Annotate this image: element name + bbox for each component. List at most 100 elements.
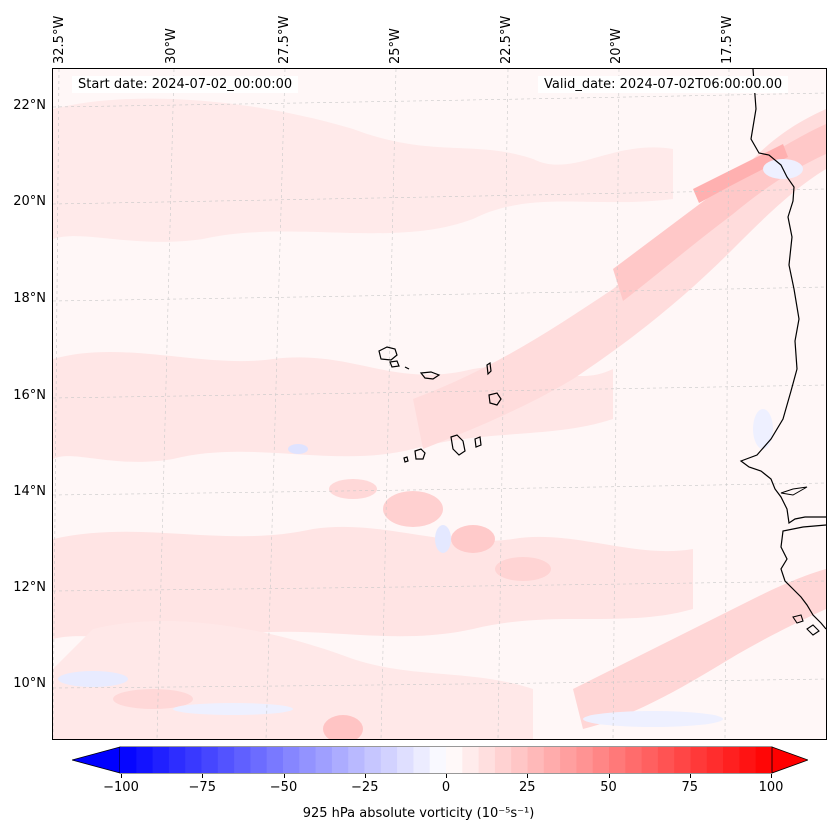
colorbar-step [723,747,740,773]
colorbar-step [560,747,577,773]
colorbar-tick-label: 100 [758,780,784,795]
colorbar-tickmark [608,774,610,778]
colorbar-step [625,747,643,773]
colorbar-step [511,747,528,773]
colorbar-step [739,747,757,773]
vorticity-band-light [53,620,533,739]
lat-label-14n: 14°N [13,484,46,499]
negative-vorticity-patch [435,525,451,553]
colorbar-step [201,747,219,773]
vorticity-blob [329,479,377,499]
colorbar-step [168,747,186,773]
colorbar-step [592,747,610,773]
colorbar-tick-label: −100 [103,780,139,795]
lon-label-17-5w: 17.5°W [720,15,735,64]
colorbar-step [413,747,431,773]
valid-date-label: Valid_date: 2024-07-02T06:00:00.00 [538,76,789,93]
colorbar-step [494,747,512,773]
colorbar-step [185,747,202,773]
colorbar-tickmark [202,774,204,778]
island-santiago [450,434,466,456]
colorbar-step [234,747,251,773]
colorbar-tick-label: −75 [188,780,216,795]
colorbar-tickmark [283,774,285,778]
vorticity-band-light [53,98,673,242]
map-panel[interactable] [52,68,827,740]
negative-vorticity-patch [173,703,293,715]
lon-label-25w: 25°W [388,28,403,64]
island-sao-vicente [389,360,400,368]
colorbar-tickmark [771,774,772,778]
negative-vorticity-patch [288,444,308,454]
start-date-label: Start date: 2024-07-02_00:00:00 [72,76,299,93]
island-brava [403,456,409,463]
colorbar-step [462,747,480,773]
island-maio [474,436,482,448]
lat-label-20n: 20°N [13,194,46,209]
colorbar-step [364,747,382,773]
negative-vorticity-patch [583,711,723,727]
island-boa-vista [488,392,502,406]
colorbar-gradient [70,746,810,774]
vorticity-field [53,69,826,739]
negative-vorticity-patch [753,409,773,449]
island-fogo [414,448,426,460]
colorbar-step [397,747,414,773]
africa-coastline-south [780,524,826,630]
colorbar [70,746,810,774]
colorbar-tickmark [446,774,447,778]
colorbar-step [446,747,463,773]
vorticity-blob [495,557,551,581]
graticule [53,69,826,739]
colorbar-step [380,747,398,773]
colorbar-step [543,747,561,773]
vorticity-blob [113,689,193,709]
colorbar-step [266,747,284,773]
colorbar-tick-label: 25 [518,780,536,795]
colorbar-step [217,747,235,773]
colorbar-step [348,747,365,773]
lon-label-22-5w: 22.5°W [499,15,514,64]
colorbar-step [315,747,333,773]
gambia-border [780,486,808,496]
lat-label-18n: 18°N [13,291,46,306]
colorbar-step [657,747,675,773]
vorticity-band-light [53,526,693,642]
colorbar-tick-label: −50 [269,780,298,795]
colorbar-step [674,747,691,773]
africa-coastline [739,69,826,525]
colorbar-step [609,747,626,773]
colorbar-step [120,747,137,773]
colorbar-tickmark [689,774,691,778]
colorbar-tickmark [364,774,366,778]
colorbar-step [690,747,708,773]
colorbar-tickmark [121,774,122,778]
island-santa-luzia [404,366,410,370]
colorbar-step [755,747,773,773]
island-santo-antao [378,346,398,361]
colorbar-tick-label: 75 [681,780,699,795]
colorbar-step [478,747,496,773]
vorticity-blob [323,715,363,739]
colorbar-step [706,747,724,773]
colorbar-tickmark [527,774,529,778]
colorbar-step [299,747,317,773]
colorbar-tick-label: 0 [441,780,451,795]
lon-label-20w: 20°W [609,28,624,64]
colorbar-tick-label: −25 [351,780,379,795]
lon-label-27-5w: 27.5°W [277,15,292,64]
colorbar-label: 925 hPa absolute vorticity (10⁻⁵s⁻¹) [302,806,535,821]
colorbar-step [250,747,268,773]
colorbar-step [527,747,545,773]
lat-label-12n: 12°N [13,580,46,595]
colorbar-steps [120,747,773,773]
colorbar-min-extend-arrow [70,746,121,774]
negative-vorticity-patch [58,671,128,687]
lon-label-32-5w: 32.5°W [52,15,67,64]
colorbar-max-extend-arrow [771,746,810,774]
lat-label-10n: 10°N [13,676,46,691]
island-sal [486,361,492,376]
colorbar-step [283,747,300,773]
colorbar-step [331,747,349,773]
island-sao-nicolau [419,371,441,380]
